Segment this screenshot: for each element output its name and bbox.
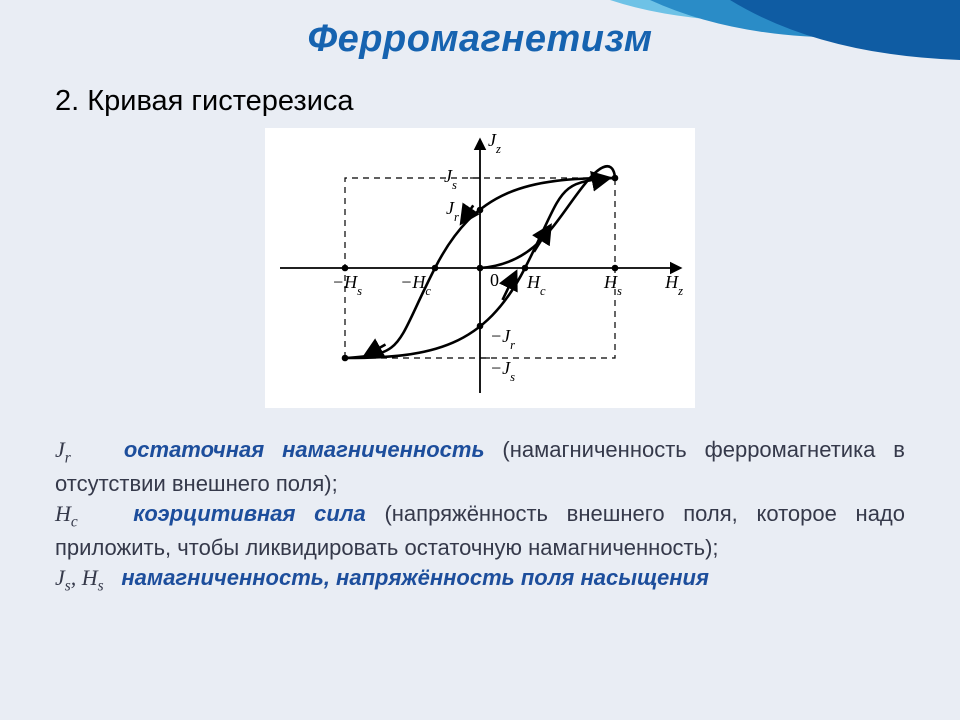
symbol-jr: Jr (55, 437, 88, 462)
svg-text:Hz: Hz (664, 272, 683, 298)
svg-text:−Hc: −Hc (400, 272, 431, 298)
svg-text:Hs: Hs (603, 272, 622, 298)
term-saturation: намагниченность, напряжённость поля насы… (121, 565, 709, 590)
svg-text:Jr: Jr (446, 198, 459, 224)
section-heading: 2. Кривая гистерезиса (55, 85, 905, 118)
definitions-block: Jr остаточная намагниченность (намагниче… (55, 435, 905, 597)
svg-text:Hc: Hc (526, 272, 546, 298)
svg-text:0: 0 (490, 270, 499, 290)
page-title: Ферромагнетизм (55, 18, 905, 61)
slide: Ферромагнетизм 2. Кривая гистерезиса Hz J… (0, 0, 960, 720)
definition-jr: Jr остаточная намагниченность (намагниче… (55, 435, 905, 499)
term-remanence: остаточная намагниченность (124, 437, 485, 462)
figure-container: Hz Jz 0 Js −Js Jr −Jr −Hc Hc −Hs Hs (55, 128, 905, 413)
definition-hc: Hc коэрцитивная сила (напряжённость внеш… (55, 499, 905, 563)
svg-text:−Hs: −Hs (332, 272, 362, 298)
svg-text:Jz: Jz (488, 130, 501, 156)
symbol-hc: Hc (55, 501, 96, 526)
svg-text:−Jr: −Jr (490, 326, 515, 352)
svg-text:Js: Js (444, 166, 457, 192)
term-coercivity: коэрцитивная сила (133, 501, 366, 526)
hysteresis-figure: Hz Jz 0 Js −Js Jr −Jr −Hc Hc −Hs Hs (265, 128, 695, 408)
svg-text:−Js: −Js (490, 358, 515, 384)
symbol-js-hs: Js, Hs (55, 565, 109, 590)
definition-saturation: Js, Hs намагниченность, напряжённость по… (55, 563, 905, 597)
